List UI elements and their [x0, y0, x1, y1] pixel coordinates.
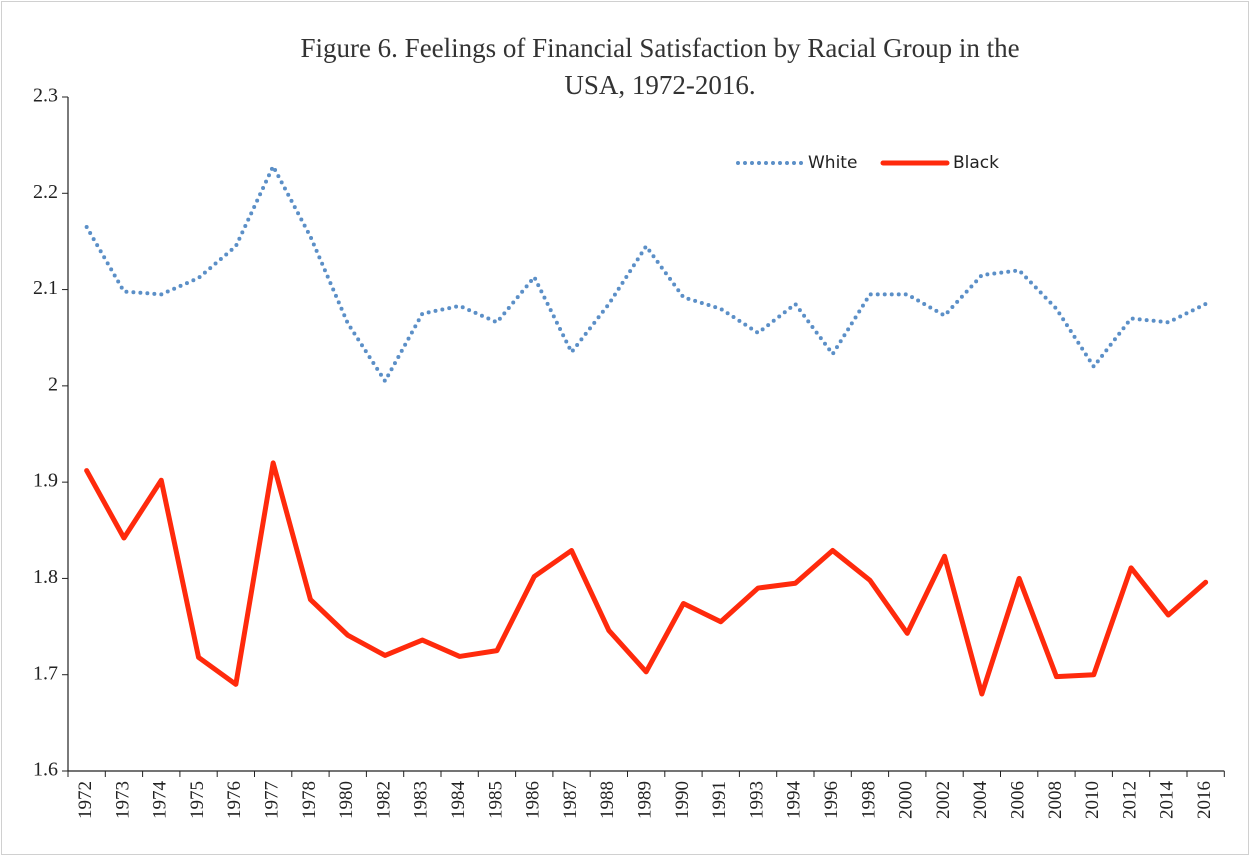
x-tick-label: 1975	[187, 781, 208, 819]
x-tick-label: 1988	[597, 781, 618, 819]
x-tick-label: 2002	[933, 781, 954, 819]
x-tick-label: 1983	[411, 781, 432, 819]
y-tick-label: 1.9	[33, 470, 58, 492]
y-tick-label: 2.3	[33, 85, 58, 107]
legend-label: Black	[953, 153, 999, 173]
x-tick-label: 1977	[262, 781, 283, 819]
x-tick-label: 1998	[858, 781, 879, 819]
x-tick-label: 1993	[746, 781, 767, 819]
x-tick-label: 2008	[1045, 781, 1066, 819]
x-tick-label: 1980	[336, 781, 357, 819]
x-tick-label: 1973	[112, 781, 133, 819]
x-tick-label: 1994	[784, 781, 805, 820]
x-tick-label: 1972	[75, 781, 96, 819]
y-tick-label: 1.8	[33, 566, 58, 588]
chart-title: Figure 6. Feelings of Financial Satisfac…	[300, 33, 1020, 100]
x-tick-label: 2010	[1082, 781, 1103, 819]
x-tick-label: 1986	[523, 781, 544, 819]
y-tick-label: 1.7	[33, 662, 58, 684]
x-tick-label: 2012	[1119, 781, 1140, 819]
x-tick-label: 1982	[373, 781, 394, 819]
x-tick-label: 1976	[224, 781, 245, 819]
series-line	[84, 460, 1209, 697]
legend-label: White	[808, 153, 857, 173]
x-tick-label: 1978	[299, 781, 320, 819]
x-tick-label: 1974	[150, 781, 171, 820]
x-tick-label: 2004	[970, 781, 991, 820]
x-tick-label: 1987	[560, 781, 581, 819]
x-tick-label: 2014	[1157, 781, 1178, 820]
y-tick-label: 2	[48, 373, 58, 395]
x-tick-label: 1991	[709, 781, 730, 819]
x-tick-label: 1984	[448, 781, 469, 820]
x-tick-label: 1990	[672, 781, 693, 819]
x-tick-label: 1996	[821, 781, 842, 819]
series-line	[84, 164, 1208, 384]
x-tick-label: 1985	[485, 781, 506, 819]
y-tick-label: 2.2	[33, 181, 58, 203]
x-tick-label: 1989	[635, 781, 656, 819]
x-tick-label: 2006	[1008, 781, 1029, 819]
x-tick-label: 2016	[1194, 781, 1215, 819]
y-tick-label: 2.1	[33, 277, 58, 299]
y-tick-label: 1.6	[33, 759, 58, 781]
x-tick-label: 2000	[896, 781, 917, 819]
